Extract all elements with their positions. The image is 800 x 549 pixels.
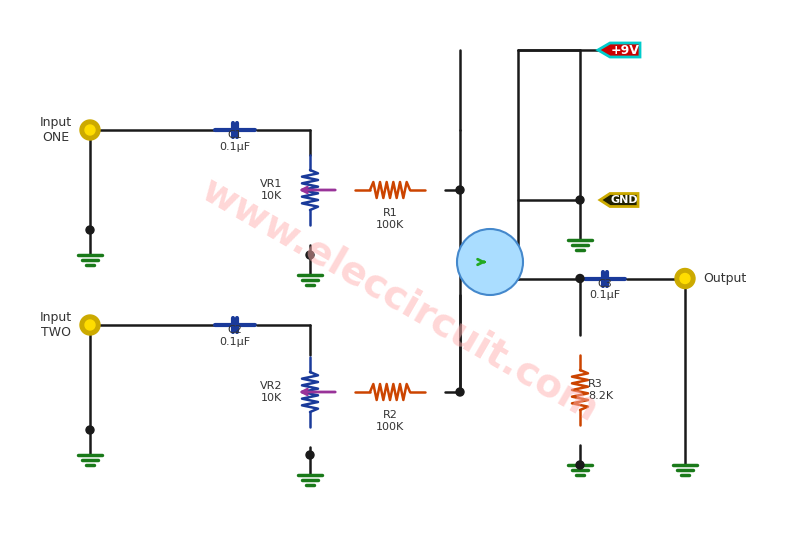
Circle shape [576, 196, 584, 204]
Circle shape [306, 251, 314, 259]
Circle shape [680, 273, 690, 283]
Text: VR2
10K: VR2 10K [259, 381, 282, 403]
Text: Input
ONE: Input ONE [40, 116, 72, 144]
Circle shape [86, 226, 94, 234]
Circle shape [456, 388, 464, 396]
Circle shape [456, 186, 464, 194]
Text: Input
TWO: Input TWO [40, 311, 72, 339]
Circle shape [576, 461, 584, 469]
Circle shape [86, 426, 94, 434]
Text: GND: GND [610, 195, 638, 205]
Text: R3
8.2K: R3 8.2K [588, 379, 613, 401]
Circle shape [306, 451, 314, 459]
FancyArrow shape [598, 43, 640, 57]
Text: C2
0.1μF: C2 0.1μF [219, 326, 250, 347]
Circle shape [576, 274, 584, 283]
Text: R1
100K: R1 100K [376, 208, 404, 229]
Circle shape [675, 268, 695, 289]
Circle shape [85, 320, 95, 330]
Text: +9V: +9V [610, 43, 639, 57]
Text: C3
0.1μF: C3 0.1μF [590, 279, 621, 300]
Text: C1
0.1μF: C1 0.1μF [219, 131, 250, 152]
Text: Output: Output [703, 272, 746, 285]
Circle shape [80, 120, 100, 140]
Text: www.eleccircuit.com: www.eleccircuit.com [195, 171, 605, 429]
Circle shape [85, 125, 95, 135]
Text: R2
100K: R2 100K [376, 410, 404, 432]
Text: VR1
10K: VR1 10K [260, 179, 282, 201]
FancyArrow shape [600, 193, 638, 206]
Circle shape [457, 229, 523, 295]
Circle shape [80, 315, 100, 335]
